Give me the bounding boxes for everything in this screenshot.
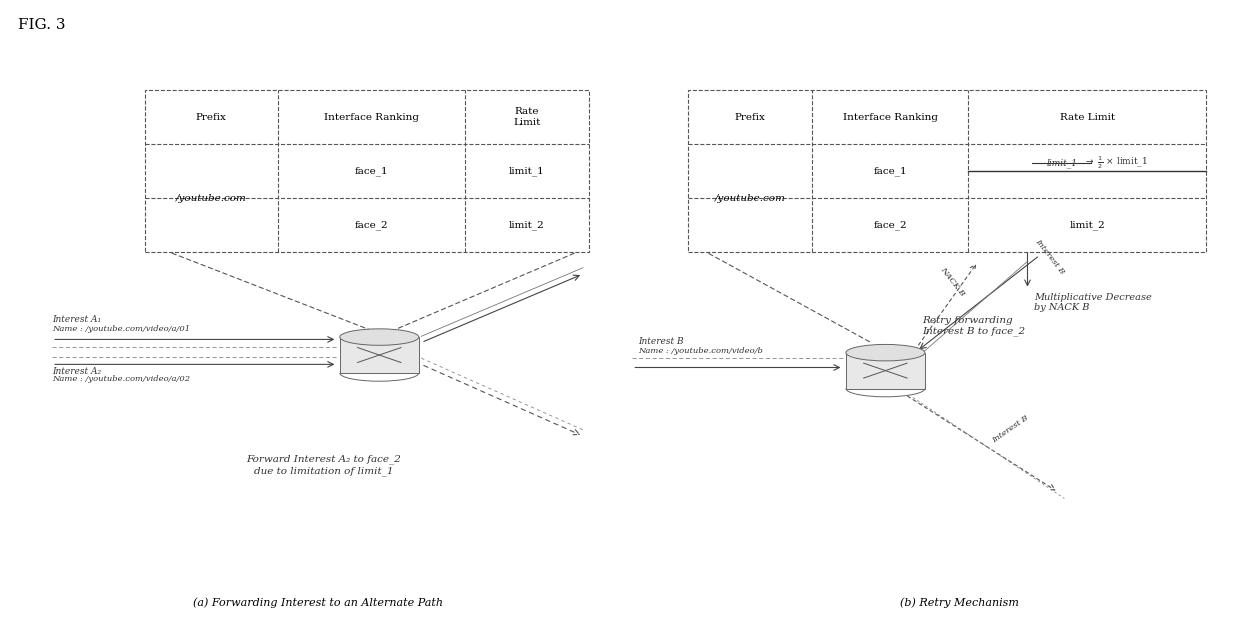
- FancyBboxPatch shape: [688, 90, 1207, 252]
- Text: (a) Forwarding Interest to an Alternate Path: (a) Forwarding Interest to an Alternate …: [192, 597, 443, 608]
- Text: Prefix: Prefix: [734, 113, 765, 121]
- Text: Forward Interest A₂ to face_2
due to limitation of limit_1: Forward Interest A₂ to face_2 due to lim…: [247, 455, 402, 476]
- Ellipse shape: [340, 329, 419, 345]
- Text: FIG. 3: FIG. 3: [17, 18, 64, 32]
- Text: Interest B: Interest B: [991, 413, 1029, 444]
- Text: Interest A₂: Interest A₂: [52, 367, 102, 377]
- Text: Multiplicative Decrease
by NACK B: Multiplicative Decrease by NACK B: [1034, 292, 1152, 312]
- Text: Rate Limit: Rate Limit: [1059, 113, 1115, 121]
- Text: limit_2: limit_2: [510, 220, 544, 230]
- FancyBboxPatch shape: [340, 337, 419, 373]
- Text: face_2: face_2: [873, 220, 906, 230]
- Text: face_1: face_1: [873, 166, 906, 176]
- Ellipse shape: [846, 345, 925, 361]
- Text: Name : /youtube.com/video/b: Name : /youtube.com/video/b: [639, 347, 764, 355]
- Text: $\rightarrow$ $\frac{1}{2}$ $\times$ limit_1: $\rightarrow$ $\frac{1}{2}$ $\times$ lim…: [1081, 155, 1148, 171]
- Text: face_2: face_2: [355, 220, 388, 230]
- Text: Name : /youtube.com/video/a/01: Name : /youtube.com/video/a/01: [52, 325, 190, 333]
- Text: limit_1: limit_1: [510, 166, 544, 176]
- Text: NACK B: NACK B: [939, 265, 966, 298]
- Text: Prefix: Prefix: [196, 113, 227, 121]
- FancyBboxPatch shape: [145, 90, 589, 252]
- Text: Name : /youtube.com/video/a/02: Name : /youtube.com/video/a/02: [52, 375, 190, 383]
- Text: /youtube.com: /youtube.com: [714, 194, 786, 203]
- FancyBboxPatch shape: [846, 353, 925, 389]
- Text: Interest B: Interest B: [639, 337, 684, 346]
- Text: Rate
Limit: Rate Limit: [513, 108, 541, 127]
- Text: limit_2: limit_2: [1069, 220, 1105, 230]
- Text: Interest A₁: Interest A₁: [52, 315, 102, 324]
- Text: face_1: face_1: [355, 166, 388, 176]
- Text: Interface Ranking: Interface Ranking: [843, 113, 937, 121]
- Text: /youtube.com: /youtube.com: [176, 194, 247, 203]
- Text: limit_1: limit_1: [1047, 158, 1078, 168]
- Text: Interface Ranking: Interface Ranking: [324, 113, 419, 121]
- Text: Retry forwarding
Interest B to face_2: Retry forwarding Interest B to face_2: [923, 316, 1025, 337]
- Text: (b) Retry Mechanism: (b) Retry Mechanism: [900, 597, 1019, 608]
- Text: Interest B: Interest B: [1033, 238, 1066, 276]
